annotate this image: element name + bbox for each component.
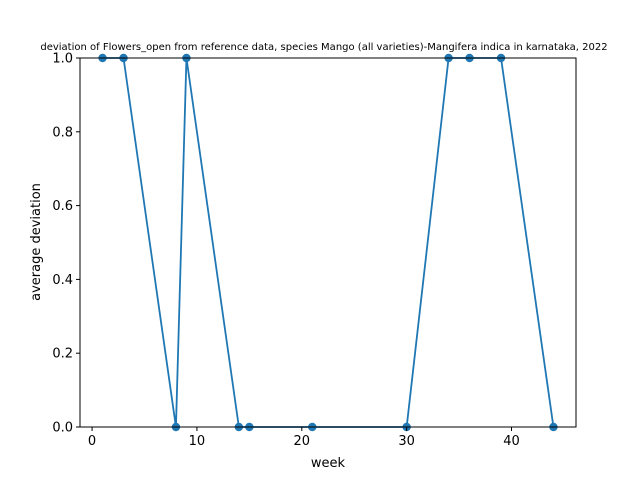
- y-tick-label: 0.2: [52, 347, 73, 362]
- y-tick-label: 1.0: [52, 52, 73, 67]
- x-axis-label: week: [311, 456, 346, 471]
- x-tick-label: 20: [294, 434, 311, 449]
- y-tick-label: 0.0: [52, 421, 73, 436]
- y-axis: 0.0 0.2 0.4 0.6 0.8 1.0: [52, 52, 80, 436]
- y-tick-label: 0.8: [52, 125, 73, 140]
- x-tick-label: 40: [503, 434, 520, 449]
- x-tick-label: 10: [189, 434, 206, 449]
- x-axis: 0 10 20 30 40: [88, 427, 520, 449]
- y-tick-label: 0.4: [52, 273, 73, 288]
- y-axis-label: average deviation: [29, 183, 44, 301]
- plot-frame: [79, 57, 577, 428]
- y-tick-label: 0.6: [52, 199, 73, 214]
- x-tick-label: 0: [88, 434, 96, 449]
- x-tick-label: 30: [398, 434, 415, 449]
- chart-title: deviation of Flowers_open from reference…: [40, 42, 607, 53]
